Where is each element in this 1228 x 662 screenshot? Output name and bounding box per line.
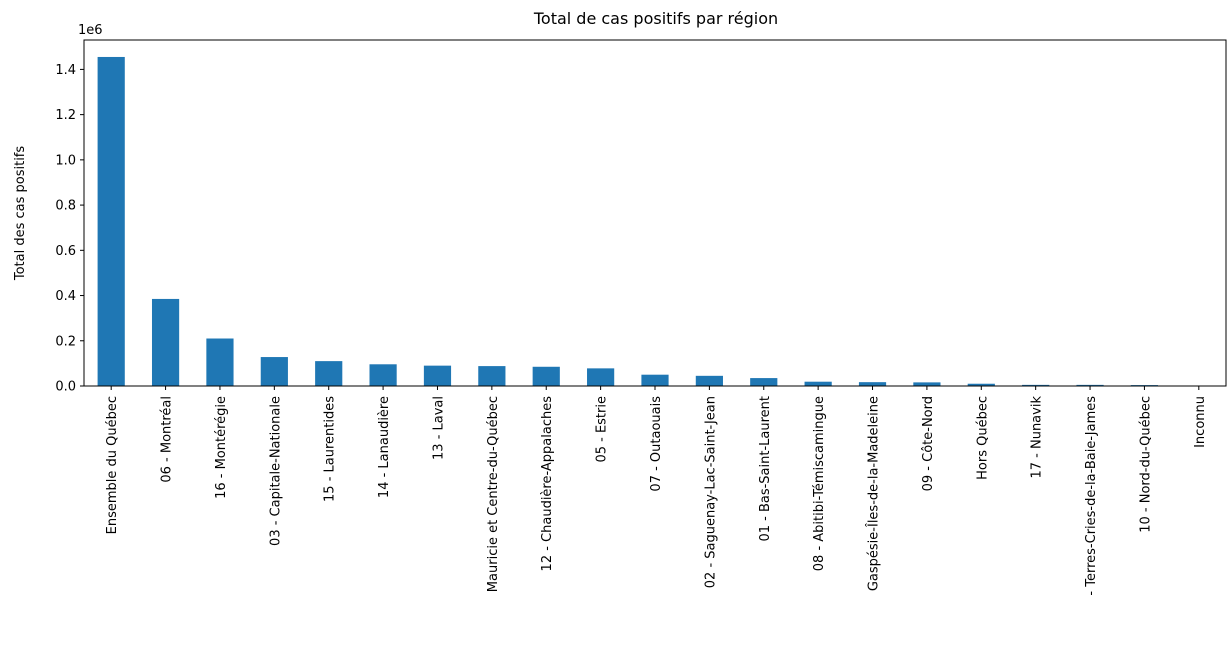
bar bbox=[695, 375, 723, 386]
bar bbox=[315, 361, 343, 386]
y-tick-label: 0.2 bbox=[55, 334, 76, 349]
x-tick-label: 12 - Chaudière-Appalaches bbox=[540, 396, 555, 572]
x-tick-label: 13 - Laval bbox=[431, 396, 446, 460]
x-tick-label: 03 - Capitale-Nationale bbox=[268, 396, 283, 546]
y-axis-label: Total des cas positifs bbox=[13, 146, 28, 282]
x-tick-label: 06 - Montréal bbox=[160, 396, 175, 483]
x-tick-label: - Terres-Cries-de-la-Baie-James bbox=[1084, 396, 1099, 596]
y-tick-label: 0.8 bbox=[55, 199, 76, 214]
x-tick-label: 01 - Bas-Saint-Laurent bbox=[758, 396, 773, 542]
bar bbox=[532, 366, 560, 386]
bar bbox=[423, 365, 452, 386]
bar bbox=[587, 368, 615, 386]
x-axis: Ensemble du Québec 06 - Montréal 16 - Mont… bbox=[105, 386, 1208, 596]
y-tick-label: 1.4 bbox=[55, 63, 76, 78]
bar bbox=[641, 374, 669, 386]
x-tick-label: Inconnu bbox=[1193, 396, 1208, 448]
bar bbox=[97, 56, 125, 386]
bar bbox=[478, 366, 506, 386]
x-tick-label: 05 - Estrie bbox=[595, 396, 610, 463]
x-tick-label: 17 - Nunavik bbox=[1030, 396, 1045, 479]
bar bbox=[206, 338, 234, 386]
y-tick-label: 0.4 bbox=[55, 289, 76, 304]
y-tick-label: 1.0 bbox=[55, 153, 76, 168]
x-tick-label: Ensemble du Québec bbox=[105, 396, 120, 534]
x-tick-label: 14 - Lanaudière bbox=[377, 396, 392, 498]
bar bbox=[967, 383, 995, 386]
y-tick-label: 0.0 bbox=[55, 380, 76, 395]
chart-title: Total de cas positifs par région bbox=[533, 9, 778, 28]
bar bbox=[369, 364, 397, 386]
bar bbox=[804, 381, 832, 386]
x-tick-label: 16 - Montérégie bbox=[214, 396, 229, 499]
x-tick-label: Gaspésie-Îles-de-la-Madeleine bbox=[866, 396, 882, 591]
scale-note: 1e6 bbox=[78, 23, 103, 38]
bar bbox=[1076, 384, 1104, 386]
plot-frame bbox=[83, 39, 1227, 387]
y-tick-label: 0.6 bbox=[55, 244, 76, 259]
bar bbox=[913, 382, 941, 386]
x-tick-label: Hors Québec bbox=[975, 396, 990, 480]
y-tick-label: 1.2 bbox=[55, 108, 76, 123]
bars-group bbox=[97, 56, 1159, 386]
x-tick-label: 15 - Laurentides bbox=[323, 396, 338, 502]
bar bbox=[858, 382, 887, 386]
bar bbox=[151, 298, 180, 386]
x-tick-label: 07 - Outaouais bbox=[649, 396, 664, 492]
y-axis: 0.0 0.2 0.4 0.6 0.8 1.0 1.2 1.4 bbox=[55, 63, 84, 395]
bar bbox=[260, 357, 288, 386]
x-tick-label: Mauricie et Centre-du-Québec bbox=[486, 396, 501, 592]
x-tick-label: 10 - Nord-du-Québec bbox=[1138, 396, 1153, 533]
bar bbox=[1022, 384, 1050, 386]
bar bbox=[750, 378, 778, 386]
x-tick-label: 09 - Côte-Nord bbox=[921, 396, 936, 491]
x-tick-label: 02 - Saguenay-Lac-Saint-Jean bbox=[703, 396, 718, 588]
x-tick-label: 08 - Abitibi-Témiscamingue bbox=[812, 396, 827, 571]
